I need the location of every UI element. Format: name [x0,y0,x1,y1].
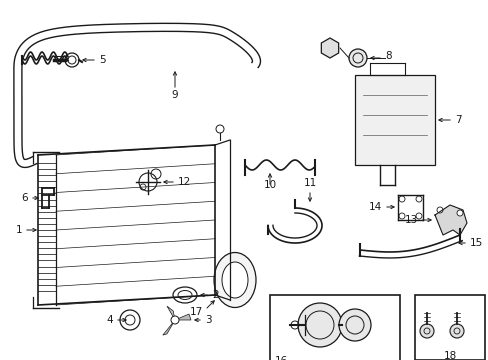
Circle shape [171,316,179,324]
Circle shape [436,207,442,213]
Ellipse shape [214,252,256,307]
Polygon shape [175,314,191,320]
Text: 17: 17 [189,307,203,317]
Text: 9: 9 [171,90,178,100]
Circle shape [338,309,370,341]
Circle shape [449,324,463,338]
Circle shape [297,303,341,347]
Text: 1: 1 [15,225,22,235]
Text: 7: 7 [454,115,461,125]
Circle shape [419,324,433,338]
Polygon shape [163,320,175,335]
Ellipse shape [222,262,247,298]
Text: 18: 18 [443,351,456,360]
Circle shape [456,210,462,216]
Polygon shape [167,306,175,320]
Polygon shape [434,205,466,235]
Text: 15: 15 [469,238,482,248]
Circle shape [348,49,366,67]
Text: 12: 12 [178,177,191,187]
Bar [354,75,434,165]
Text: 10: 10 [263,180,276,190]
Text: 6: 6 [21,193,28,203]
Text: 13: 13 [404,215,417,225]
Text: 8: 8 [384,51,391,61]
Text: 3: 3 [204,315,211,325]
Bar [414,295,484,360]
Text: 2: 2 [212,290,218,300]
Text: 4: 4 [106,315,113,325]
Text: 11: 11 [303,178,316,188]
Text: 5: 5 [99,55,105,65]
Text: 14: 14 [368,202,381,212]
Text: 16: 16 [274,356,287,360]
Bar [269,295,399,360]
